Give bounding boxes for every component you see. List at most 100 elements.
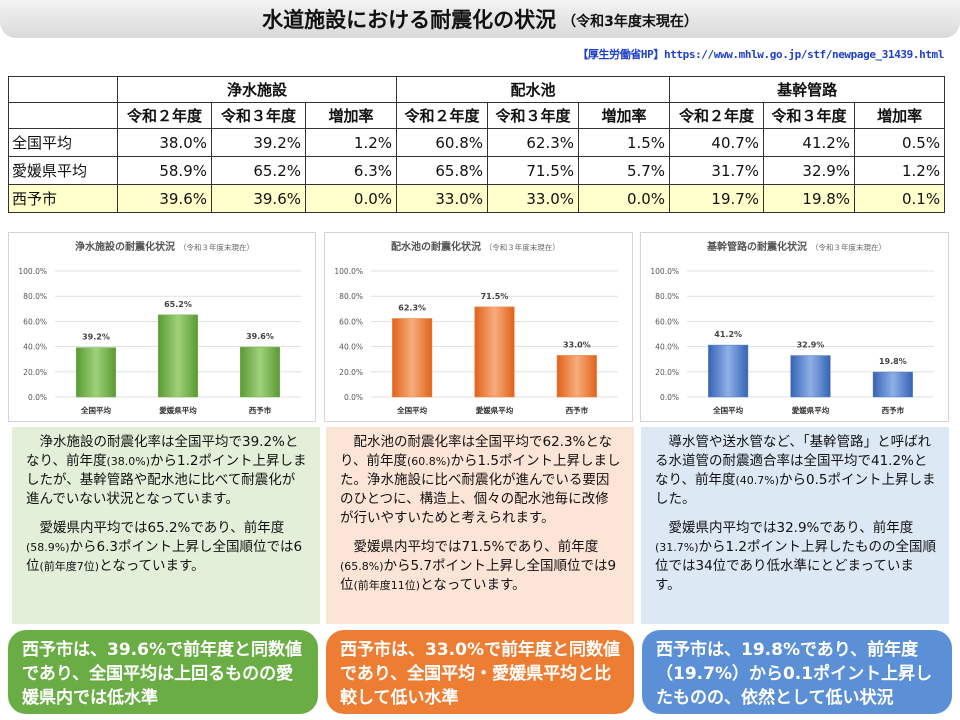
y-tick-label: 0.0% [28, 393, 47, 402]
table-cell: 6.3% [304, 156, 398, 185]
table-cell: 0.0% [578, 184, 671, 213]
description-paragraph: 導水管や送水管など、「基幹管路」と呼ばれる水道管の耐震適合率は全国平均で41.2… [655, 433, 937, 509]
bar-chart-reservoir: 配水池の耐震化状況 （令和３年度末現在） 0.0% 20.0% 40.0% 60.0% 80… [334, 240, 618, 415]
bar [392, 318, 433, 398]
summary-trunk-pipe: 西予市は、19.8%であり、前年度（19.7%）から0.1ポイント上昇したものの… [642, 630, 952, 714]
description-text: 浄水施設の耐震化率は全国平均で39.2%となり、前年度 [26, 434, 299, 469]
description-reservoir: 配水池の耐震化率は全国平均で62.3%となり、前年度(60.8%)から1.5ポイ… [326, 427, 634, 624]
bar-value-label: 41.2% [714, 330, 742, 339]
y-tick-label: 40.0% [339, 343, 363, 352]
y-tick-label: 40.0% [655, 343, 679, 352]
bar-value-label: 65.2% [164, 300, 192, 309]
x-tick-label: 愛媛県平均 [159, 405, 197, 415]
y-tick-label: 60.0% [655, 317, 679, 326]
description-text: 愛媛県内平均では32.9%であり、前年度 [668, 520, 914, 536]
y-tick-label: 0.0% [660, 393, 679, 402]
bar [76, 347, 116, 398]
table-cell: 1.2% [854, 156, 946, 185]
bar-value-label: 39.6% [246, 332, 274, 341]
table-group-header-row: 浄水施設 配水池 基幹管路 [8, 76, 946, 103]
description-text: 配水池の耐震化率は全国平均で62.3%となり、前年度 [340, 434, 612, 469]
title-bar: 水道施設における耐震化の状況 （令和3年度末現在） [0, 0, 960, 38]
y-tick-label: 40.0% [23, 343, 47, 352]
description-text: から1.2ポイント上昇したものの全国順位では34位であり低水準にとどまっています… [655, 539, 937, 593]
source-link[interactable]: 【厚生労働省HP】https://www.mhlw.go.jp/stf/newp… [577, 48, 944, 61]
table-column-header: 令和３年度 [763, 102, 856, 129]
description-purification: 浄水施設の耐震化率は全国平均で39.2%となり、前年度(38.0%)から1.2ポ… [12, 427, 320, 624]
chart-title-note: （令和３年度末現在） [485, 242, 560, 252]
y-tick-label: 60.0% [339, 317, 363, 326]
description-text: から1.5ポイント上昇しました。浄水施設に比べ耐震化が進んでいる要因のひとつに、… [340, 453, 621, 526]
description-text: 導水管や送水管など、「基幹管路」と呼ばれる水道管の耐震適合率は全国平均で41.2… [655, 434, 932, 488]
bar-chart-purification: 浄水施設の耐震化状況 （令和３年度末現在） 0.0% 20.0% 40.0% 60.0% 8… [18, 240, 301, 415]
table-column-header: 令和３年度 [211, 102, 306, 129]
y-tick-label: 80.0% [23, 292, 47, 301]
table-row: 西予市 39.6% 39.6% 0.0% 33.0% 33.0% 0.0% 19.7% 19.8… [8, 184, 946, 213]
summary-purification: 西予市は、39.6%で前年度と同数値であり、全国平均は上回るものの愛媛県内では低… [8, 630, 318, 714]
description-paragraph: 愛媛県内平均では65.2%であり、前年度 (58.9%)から6.3ポイント上昇し全… [26, 519, 308, 576]
y-tick-label: 80.0% [655, 292, 679, 301]
description-text: (65.8%) [340, 560, 384, 573]
bar [158, 314, 198, 398]
chart-card-trunk-pipe: 基幹管路の耐震化状況 （令和３年度末現在） 0.0% 20.0% 40.0% 60.0% 8… [640, 232, 949, 422]
table-cell: 40.7% [669, 128, 765, 157]
y-tick-label: 20.0% [339, 368, 363, 377]
description-text: 愛媛県内平均では65.2%であり、前年度 [39, 520, 285, 536]
table-cell: 60.8% [396, 128, 489, 157]
table-column-header: 令和２年度 [117, 102, 212, 129]
description-text: (前年度7位) [39, 560, 100, 573]
bar [240, 346, 280, 398]
y-tick-label: 100.0% [334, 267, 363, 276]
description-text: (31.7%) [655, 541, 699, 554]
description-text: から1.2ポイント上昇しましたが、基幹管路や配水池に比べて耐震化が進んでいない状… [26, 453, 307, 507]
summary-reservoir: 西予市は、33.0%で前年度と同数値であり、全国平均・愛媛県平均と比較して低い水… [326, 630, 634, 714]
table-cell: 1.2% [304, 128, 398, 157]
y-tick-label: 80.0% [339, 292, 363, 301]
table-column-header: 増加率 [854, 102, 946, 129]
chart-title-note: （令和３年度末現在） [179, 242, 254, 252]
description-text: となっています。 [99, 558, 205, 574]
table-row-label: 西予市 [8, 184, 118, 213]
table-cell: 65.8% [396, 156, 489, 185]
table-body: 全国平均 38.0% 39.2% 1.2% 60.8% 62.3% 1.5% 40.7% 41.… [8, 128, 946, 213]
description-paragraph: 配水池の耐震化率は全国平均で62.3%となり、前年度(60.8%)から1.5ポイ… [340, 433, 622, 528]
table-group-header: 配水池 [396, 76, 671, 103]
x-tick-label: 全国平均 [80, 405, 111, 415]
x-tick-label: 西予市 [566, 405, 589, 415]
x-tick-label: 西予市 [882, 405, 905, 415]
bar [556, 355, 597, 398]
description-paragraph: 浄水施設の耐震化率は全国平均で39.2%となり、前年度(38.0%)から1.2ポ… [26, 433, 308, 509]
description-text: から6.3ポイント上昇し全国順位では6位 [26, 539, 303, 574]
table-row: 全国平均 38.0% 39.2% 1.2% 60.8% 62.3% 1.5% 40.7% 41.… [8, 128, 946, 157]
description-text: (58.9%) [26, 541, 70, 554]
bar-value-label: 62.3% [398, 304, 426, 313]
description-text: から0.5ポイント上昇しました。 [655, 472, 936, 507]
page-subtitle: （令和3年度末現在） [562, 14, 698, 30]
y-tick-label: 100.0% [650, 267, 679, 276]
table-group-header: 浄水施設 [116, 76, 398, 103]
table-cell: 0.5% [854, 128, 946, 157]
table-corner [8, 76, 118, 103]
page-title: 水道施設における耐震化の状況 [262, 8, 557, 32]
table-cell: 19.8% [763, 184, 856, 213]
table-column-header: 令和２年度 [669, 102, 765, 129]
table-column-header: 増加率 [304, 102, 398, 129]
table-cell: 0.1% [854, 184, 946, 213]
table-row-label: 愛媛県平均 [8, 156, 118, 185]
table-row-label: 全国平均 [8, 128, 118, 157]
table-cell: 33.0% [487, 184, 580, 213]
x-tick-label: 全国平均 [712, 405, 743, 415]
table-corner-lower [8, 102, 118, 129]
bar-value-label: 19.8% [879, 357, 907, 366]
bar-value-label: 33.0% [563, 340, 591, 349]
chart-card-purification: 浄水施設の耐震化状況 （令和３年度末現在） 0.0% 20.0% 40.0% 60.0% 8… [8, 232, 316, 422]
table-cell: 33.0% [396, 184, 489, 213]
table-cell: 39.6% [117, 184, 212, 213]
table-cell: 71.5% [487, 156, 580, 185]
y-tick-label: 100.0% [18, 267, 47, 276]
table-column-header: 増加率 [578, 102, 671, 129]
description-text: (60.8%) [406, 455, 451, 468]
description-paragraph: 愛媛県内平均では71.5%であり、前年度 (65.8%)から5.7ポイント上昇し全… [340, 538, 622, 595]
chart-title-note: （令和３年度末現在） [811, 242, 886, 252]
table-cell: 0.0% [304, 184, 398, 213]
